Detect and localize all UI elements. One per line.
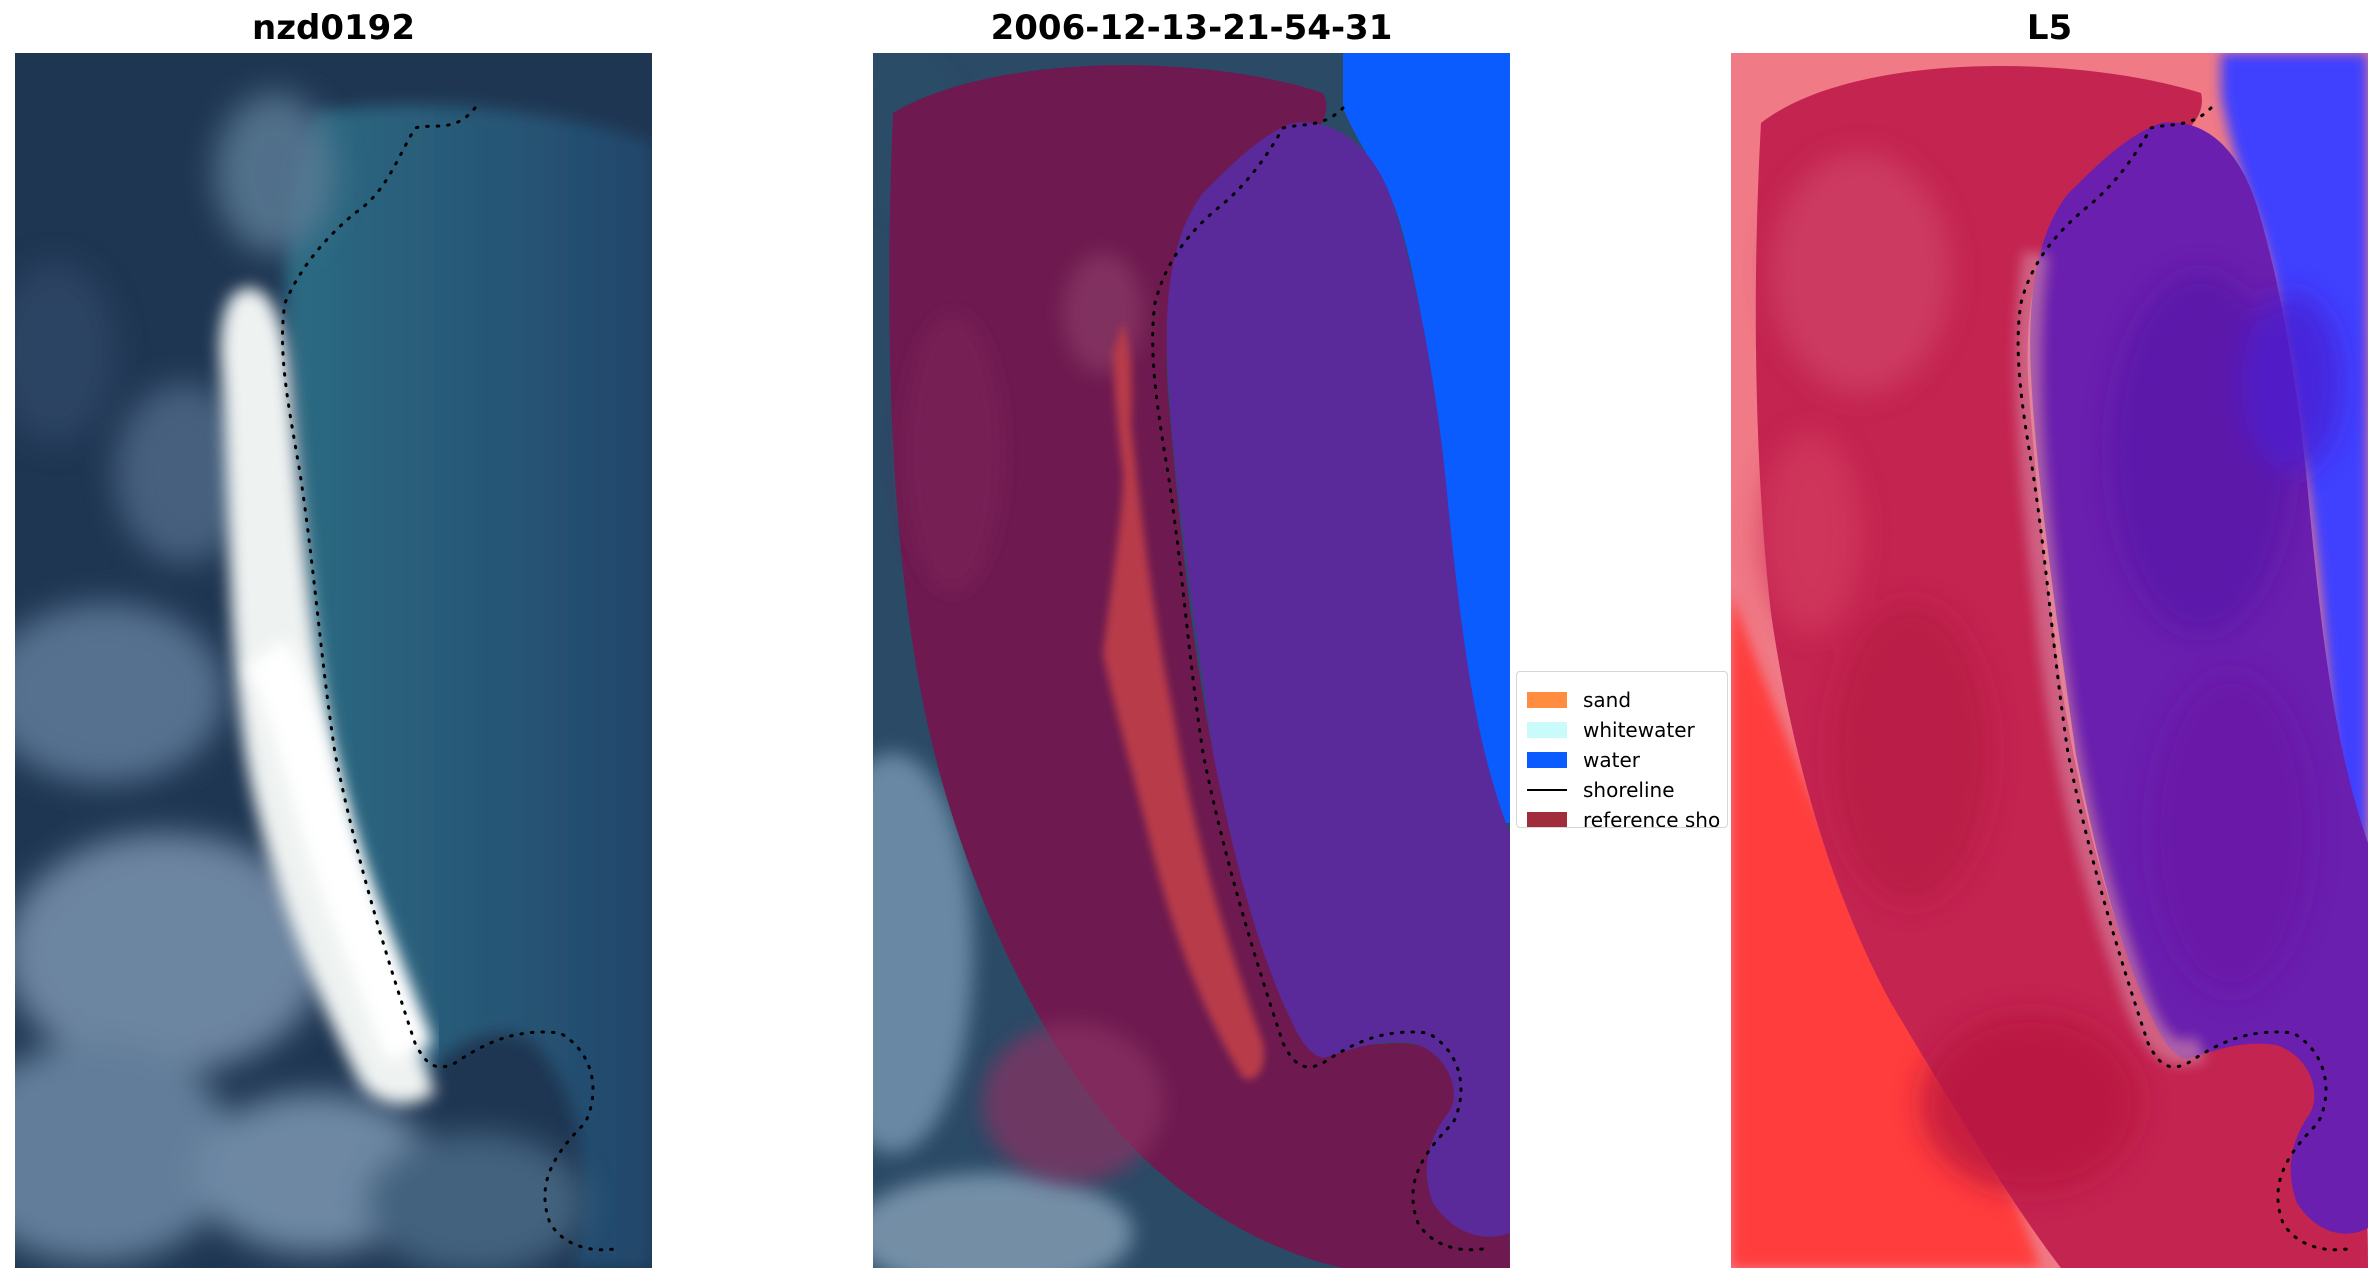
index-image-panel bbox=[1731, 53, 2368, 1268]
index-image bbox=[1731, 53, 2368, 1268]
legend-line-shoreline bbox=[1527, 789, 1567, 791]
legend-label-sand: sand bbox=[1583, 688, 1632, 712]
legend-swatch-sand bbox=[1527, 692, 1567, 708]
rgb-image-panel bbox=[15, 53, 652, 1268]
legend-item-whitewater: whitewater bbox=[1527, 717, 1695, 743]
legend: sand whitewater water shoreline referenc… bbox=[1516, 671, 1728, 828]
legend-item-shoreline: shoreline bbox=[1527, 777, 1675, 803]
legend-label-whitewater: whitewater bbox=[1583, 718, 1695, 742]
legend-label-reference-shoreline: reference sho bbox=[1583, 808, 1721, 828]
legend-label-shoreline: shoreline bbox=[1583, 778, 1675, 802]
legend-swatch-water bbox=[1527, 752, 1567, 768]
classified-image-panel bbox=[873, 53, 1510, 1268]
panel-title-rgb: nzd0192 bbox=[252, 8, 415, 48]
panel-title-classified: 2006-12-13-21-54-31 bbox=[990, 8, 1393, 48]
legend-swatch-reference-shoreline bbox=[1527, 812, 1567, 827]
shoreline-line bbox=[281, 106, 622, 1252]
legend-label-water: water bbox=[1583, 748, 1640, 772]
legend-item-sand: sand bbox=[1527, 687, 1631, 713]
panel-title-index: L5 bbox=[2026, 8, 2073, 48]
rgb-satellite-image bbox=[15, 53, 652, 1268]
legend-item-reference-shoreline: reference sho bbox=[1527, 807, 1721, 828]
legend-item-water: water bbox=[1527, 747, 1640, 773]
legend-swatch-whitewater bbox=[1527, 722, 1567, 738]
classified-overlay-image bbox=[873, 53, 1510, 1268]
